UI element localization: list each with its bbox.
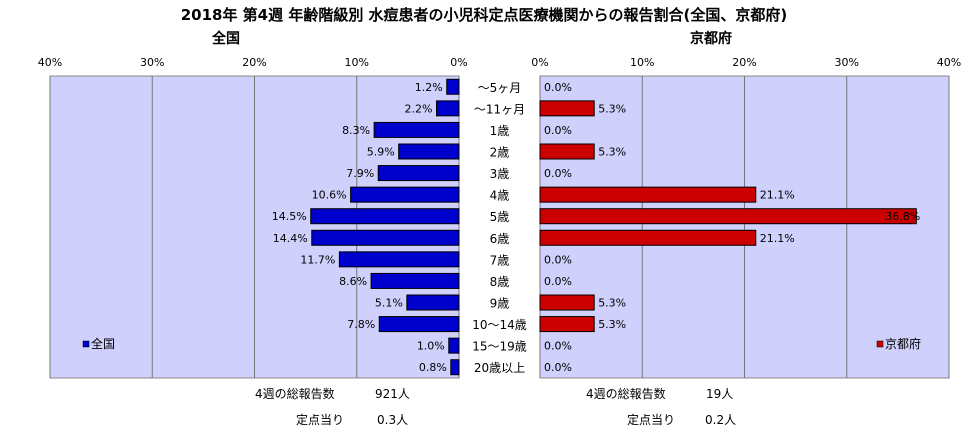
national-x-tick-label: 20% [242, 56, 266, 69]
national-x-tick-label: 0% [450, 56, 467, 69]
kyoto-value-label: 0.0% [544, 167, 572, 180]
kyoto-value-label: 5.3% [598, 102, 626, 115]
national-bar [436, 100, 460, 117]
national-bar [310, 208, 460, 225]
national-per-value: 0.3人 [377, 413, 409, 427]
category-label: ～11ヶ月 [474, 102, 525, 116]
kyoto-panel-title: 京都府 [690, 31, 732, 47]
category-label: 10～14歳 [472, 318, 527, 332]
national-value-label: 5.9% [367, 146, 395, 159]
national-value-label: 0.8% [419, 361, 447, 374]
kyoto-total-label: 4週の総報告数 [586, 387, 666, 401]
kyoto-value-label: 5.3% [598, 297, 626, 310]
category-label: 15～19歳 [472, 340, 527, 354]
national-value-label: 8.3% [342, 124, 370, 137]
kyoto-x-tick-label: 30% [835, 56, 859, 69]
kyoto-legend-label: 京都府 [885, 336, 921, 351]
national-value-label: 10.6% [312, 189, 347, 202]
category-label: 2歳 [490, 146, 510, 160]
national-bar [350, 186, 460, 203]
national-value-label: 5.1% [375, 297, 403, 310]
kyoto-value-label: 21.1% [760, 232, 795, 245]
kyoto-value-label: 0.0% [544, 81, 572, 94]
kyoto-value-label: 0.0% [544, 124, 572, 137]
kyoto-value-label: 0.0% [544, 253, 572, 266]
kyoto-x-tick-label: 40% [937, 56, 961, 69]
kyoto-value-label: 0.0% [544, 275, 572, 288]
national-bar [373, 121, 460, 138]
national-value-label: 1.0% [417, 340, 445, 353]
kyoto-value-label: 5.3% [598, 318, 626, 331]
national-value-label: 7.9% [346, 167, 374, 180]
national-value-label: 7.8% [347, 318, 375, 331]
kyoto-total-value: 19人 [706, 387, 734, 401]
national-bar [450, 359, 460, 376]
national-panel-title: 全国 [212, 31, 240, 47]
category-label: ～5ヶ月 [478, 81, 522, 95]
category-label: 20歳以上 [474, 361, 525, 375]
kyoto-value-label: 0.0% [544, 361, 572, 374]
kyoto-x-tick-label: 20% [732, 56, 756, 69]
national-legend-label: 全国 [91, 336, 115, 351]
national-bar [398, 143, 460, 160]
kyoto-bar [539, 208, 917, 225]
category-label: 7歳 [490, 253, 510, 267]
category-label: 9歳 [490, 297, 510, 311]
kyoto-per-value: 0.2人 [705, 413, 737, 427]
kyoto-value-label: 0.0% [544, 340, 572, 353]
kyoto-bar [539, 100, 595, 117]
national-bar [446, 78, 460, 95]
category-label: 8歳 [490, 275, 510, 289]
national-x-tick-label: 30% [140, 56, 164, 69]
kyoto-bar [539, 143, 595, 160]
kyoto-legend-swatch [876, 340, 884, 348]
national-bar [370, 272, 460, 289]
kyoto-bar [539, 294, 595, 311]
kyoto-value-label: 21.1% [760, 189, 795, 202]
kyoto-bar [539, 316, 595, 333]
category-label: 1歳 [490, 124, 510, 138]
category-label: 4歳 [490, 189, 510, 203]
national-total-value: 921人 [375, 387, 410, 401]
category-label: 5歳 [490, 210, 510, 224]
kyoto-bar [539, 186, 757, 203]
national-bar [311, 229, 460, 246]
kyoto-value-label: 5.3% [598, 146, 626, 159]
national-per-label: 定点当り [296, 413, 345, 427]
national-legend-swatch [82, 340, 90, 348]
national-value-label: 14.5% [272, 210, 307, 223]
national-bar [406, 294, 460, 311]
national-bar [448, 337, 460, 354]
kyoto-bar [539, 229, 757, 246]
national-value-label: 1.2% [415, 81, 443, 94]
national-value-label: 11.7% [300, 253, 335, 266]
kyoto-per-label: 定点当り [627, 413, 676, 427]
national-value-label: 8.6% [339, 275, 367, 288]
kyoto-value-label: 36.8% [885, 210, 920, 223]
kyoto-x-tick-label: 0% [531, 56, 548, 69]
national-bar [377, 165, 460, 182]
national-bar [378, 316, 460, 333]
kyoto-x-tick-label: 10% [630, 56, 654, 69]
national-bar [338, 251, 460, 268]
chart-title: 2018年 第4週 年齢階級別 水痘患者の小児科定点医療機関からの報告割合(全国… [180, 6, 788, 24]
national-total-label: 4週の総報告数 [255, 387, 335, 401]
national-value-label: 2.2% [405, 102, 433, 115]
category-label: 6歳 [490, 232, 510, 246]
national-x-tick-label: 40% [38, 56, 62, 69]
national-value-label: 14.4% [273, 232, 308, 245]
category-label: 3歳 [490, 167, 510, 181]
national-x-tick-label: 10% [345, 56, 369, 69]
